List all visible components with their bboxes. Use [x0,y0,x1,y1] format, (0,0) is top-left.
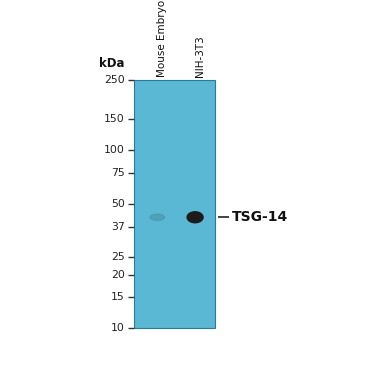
Bar [134,80,215,328]
Ellipse shape [187,212,203,223]
Text: 20: 20 [111,270,125,279]
Text: 50: 50 [111,199,125,209]
Text: 10: 10 [111,323,125,333]
Text: 75: 75 [111,168,125,177]
Text: kDa: kDa [99,57,125,70]
Text: 25: 25 [111,252,125,262]
Text: 100: 100 [104,146,125,155]
Text: TSG-14: TSG-14 [231,210,288,224]
Text: NIH-3T3: NIH-3T3 [195,35,205,77]
Text: 250: 250 [104,75,125,85]
Ellipse shape [150,214,165,220]
Text: 15: 15 [111,292,125,302]
Text: 37: 37 [111,222,125,232]
Text: 150: 150 [104,114,125,124]
Text: Mouse Embryo: Mouse Embryo [158,0,167,77]
